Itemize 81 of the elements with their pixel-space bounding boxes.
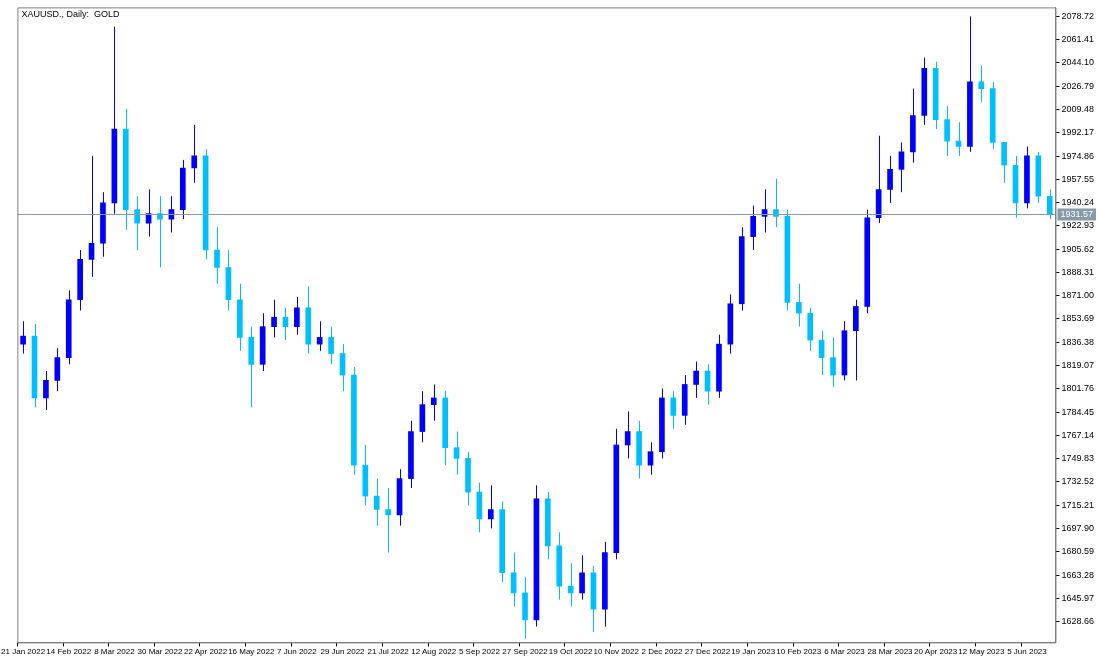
y-tick-label: 1992.17	[1061, 127, 1095, 138]
x-tick-label: 10 Feb 2023	[776, 647, 822, 657]
y-tick-label: 1922.93	[1061, 220, 1095, 231]
y-tick-label: 1749.83	[1061, 453, 1095, 464]
y-tick-label: 1819.07	[1061, 360, 1095, 371]
candlestick	[898, 141, 905, 193]
y-tick-label: 1628.66	[1061, 616, 1095, 627]
candlestick	[773, 178, 779, 228]
candlestick	[579, 554, 585, 601]
candlestick	[750, 205, 756, 251]
candlestick	[214, 226, 220, 285]
y-tick-label: 1871.00	[1061, 290, 1095, 301]
x-tick-label: 19 Oct 2022	[548, 647, 593, 657]
y-tick-label: 1801.76	[1061, 383, 1095, 394]
candlestick	[271, 299, 277, 338]
x-tick-label: 12 Aug 2022	[411, 647, 457, 657]
candlestick	[373, 478, 380, 527]
y-tick-label: 2009.48	[1061, 103, 1095, 114]
x-tick-label: 6 Mar 2023	[824, 647, 866, 657]
x-tick-label: 29 Jun 2022	[320, 647, 366, 657]
y-tick-label: 1767.14	[1061, 429, 1095, 440]
candlestick	[328, 326, 334, 365]
y-tick-label: 1957.55	[1061, 173, 1095, 184]
candlestick	[20, 320, 26, 355]
candlestick	[191, 124, 198, 184]
y-tick-label: 2078.72	[1061, 10, 1095, 21]
x-tick-label: 30 Mar 2022	[137, 647, 183, 657]
candlestick	[1001, 141, 1007, 184]
x-tick-label: 27 Sep 2022	[502, 647, 549, 657]
y-tick-label: 1784.45	[1061, 406, 1095, 417]
x-tick-label: 2 Dec 2022	[641, 647, 683, 657]
x-tick-label: 20 Apr 2023	[914, 647, 958, 657]
x-tick-label: 5 Jun 2023	[1007, 647, 1048, 657]
chart-title: XAUUSD., Daily: GOLD	[21, 9, 120, 20]
y-tick-label: 1974.86	[1061, 150, 1095, 161]
x-tick-label: 10 Nov 2022	[593, 647, 640, 657]
x-tick-label: 12 May 2023	[958, 647, 1005, 657]
x-tick-label: 28 Mar 2023	[867, 647, 914, 657]
x-tick-label: 5 Sep 2022	[458, 647, 501, 657]
x-tick-label: 22 Apr 2022	[184, 647, 228, 657]
y-tick-label: 1732.52	[1061, 476, 1095, 487]
candlestick	[887, 155, 893, 204]
candlestick	[795, 283, 802, 328]
candlestick	[670, 390, 677, 430]
x-tick-label: 21 Jan 2022	[1, 647, 46, 657]
y-tick-label: 1645.97	[1061, 592, 1095, 603]
x-tick-label: 8 Mar 2022	[94, 647, 136, 657]
y-tick-label: 2026.79	[1061, 80, 1095, 91]
x-tick-label: 7 Jun 2022	[277, 647, 318, 657]
y-tick-label: 1836.38	[1061, 336, 1095, 347]
y-tick-label: 1853.69	[1061, 313, 1095, 324]
x-tick-label: 21 Jul 2022	[367, 647, 410, 657]
candlestick	[54, 347, 61, 392]
y-tick-label: 1715.21	[1061, 499, 1095, 510]
y-tick-label: 2061.41	[1061, 34, 1095, 45]
y-tick-label: 2044.10	[1061, 57, 1095, 68]
candlestick	[453, 431, 460, 476]
candlestick	[430, 383, 437, 422]
y-tick-label: 1940.24	[1061, 197, 1095, 208]
candlestick	[43, 370, 49, 411]
candlestick	[134, 195, 141, 251]
candlestick	[624, 410, 631, 459]
candlestick	[978, 65, 985, 103]
y-tick-label: 1663.28	[1061, 569, 1095, 580]
candlestick	[830, 336, 836, 388]
x-tick-label: 19 Jan 2023	[731, 647, 776, 657]
x-tick-label: 16 May 2022	[228, 647, 275, 657]
y-tick-label: 1888.31	[1061, 266, 1095, 277]
candlestick	[944, 105, 950, 157]
y-tick-label: 1697.90	[1061, 522, 1095, 533]
x-tick-label: 14 Feb 2022	[46, 647, 92, 657]
x-tick-label: 27 Dec 2022	[684, 647, 731, 657]
ref-line-label: 1931.57	[1060, 208, 1094, 219]
candlestick	[294, 296, 300, 336]
candlestick	[316, 320, 323, 352]
candlestick	[693, 361, 699, 399]
candlestick	[1046, 188, 1053, 220]
y-tick-label: 1680.59	[1061, 546, 1095, 557]
candlestick	[487, 484, 494, 529]
y-tick-label: 1905.62	[1061, 243, 1095, 254]
candlestick	[385, 487, 391, 554]
